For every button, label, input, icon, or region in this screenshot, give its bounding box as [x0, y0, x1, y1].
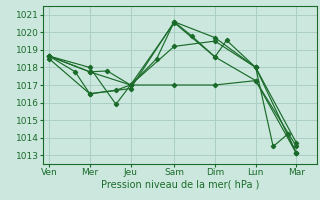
X-axis label: Pression niveau de la mer( hPa ): Pression niveau de la mer( hPa )	[101, 180, 259, 190]
